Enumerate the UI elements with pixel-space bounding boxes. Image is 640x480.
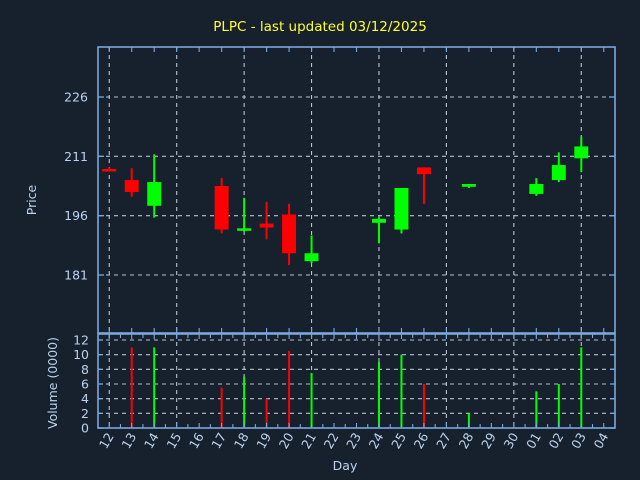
candlestick (102, 167, 117, 172)
candle-body (416, 167, 431, 175)
day-tick-label: 01 (523, 430, 544, 451)
volume-tick-label: 6 (81, 377, 89, 392)
candle-body (147, 182, 162, 206)
candlestick (282, 203, 297, 266)
price-candles-layer (0, 47, 589, 333)
candle-body (372, 218, 386, 223)
volume-tick-label: 2 (81, 406, 89, 421)
volume-tick-label: 0 (81, 421, 89, 436)
candlestick (237, 197, 252, 232)
candlestick (461, 184, 476, 188)
price-axis-title: Price (24, 184, 39, 215)
candlestick (574, 136, 589, 173)
day-tick-label: 14 (141, 430, 162, 451)
candle-body (237, 228, 252, 231)
day-tick-label: 15 (163, 430, 184, 451)
candle-body (461, 184, 476, 187)
candle-body (394, 187, 409, 230)
candlestick (147, 154, 162, 218)
candle-body (214, 186, 229, 230)
price-tick-label: 226 (64, 90, 88, 105)
day-tick-label: 27 (433, 430, 454, 451)
volume-tick-label: 10 (73, 347, 89, 362)
candle-body (259, 223, 274, 228)
day-tick-label: 24 (366, 430, 387, 451)
price-tick-label: 196 (64, 208, 88, 223)
day-tick-label: 17 (208, 430, 229, 451)
day-tick-label: 23 (343, 430, 364, 451)
day-tick-label: 03 (568, 430, 589, 451)
day-tick-label: 12 (96, 430, 117, 451)
candlestick (551, 152, 566, 183)
day-tick-label: 25 (388, 430, 409, 451)
grid-layer (98, 47, 615, 428)
candle-body (551, 165, 566, 181)
day-tick-label: 21 (298, 430, 319, 451)
candlestick (214, 178, 229, 234)
volume-axis-title: Volume (0000) (45, 337, 60, 429)
candle-body (102, 168, 117, 172)
candlestick (394, 187, 409, 234)
axis-frames-layer (97, 46, 616, 429)
candlestick (124, 168, 139, 197)
price-tick-label: 181 (64, 268, 88, 283)
day-tick-label: 04 (590, 430, 611, 451)
chart-title: PLPC - last updated 03/12/2025 (213, 19, 427, 35)
candlestick (259, 201, 274, 240)
candle-body (124, 180, 139, 192)
day-tick-label: 28 (456, 430, 477, 451)
candle-body (529, 184, 544, 194)
volume-tick-label: 8 (81, 362, 89, 377)
day-tick-label: 16 (186, 430, 207, 451)
day-tick-label: 29 (478, 430, 499, 451)
day-tick-label: 19 (253, 430, 274, 451)
day-tick-label: 20 (276, 430, 297, 451)
candlestick (416, 167, 431, 204)
left-axis-mask (0, 47, 98, 333)
candle-body (282, 214, 297, 254)
day-tick-label: 30 (500, 430, 521, 451)
day-tick-label: 13 (118, 430, 139, 451)
candlestick (304, 235, 319, 264)
day-tick-label: 22 (321, 430, 342, 451)
day-tick-label: 02 (545, 430, 566, 451)
candlestick (529, 178, 544, 196)
day-tick-label: 18 (231, 430, 252, 451)
price-tick-labels: 181 196 211 226 (64, 90, 88, 283)
day-tick-labels: 12 13 14 15 16 17 18 19 20 21 22 23 24 25 26 27 28 29 30 01… (96, 430, 612, 451)
candle-body (304, 253, 319, 262)
volume-tick-label: 4 (81, 391, 89, 406)
day-tick-label: 26 (411, 430, 432, 451)
day-axis-title: Day (333, 458, 358, 473)
volume-tick-label: 12 (73, 333, 89, 348)
price-tick-label: 211 (64, 149, 88, 164)
candle-body (574, 146, 589, 159)
candlestick (372, 217, 386, 244)
